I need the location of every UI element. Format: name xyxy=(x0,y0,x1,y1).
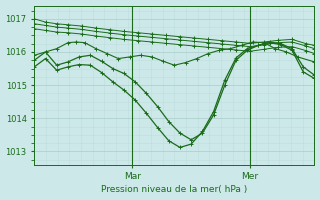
X-axis label: Pression niveau de la mer( hPa ): Pression niveau de la mer( hPa ) xyxy=(101,185,247,194)
